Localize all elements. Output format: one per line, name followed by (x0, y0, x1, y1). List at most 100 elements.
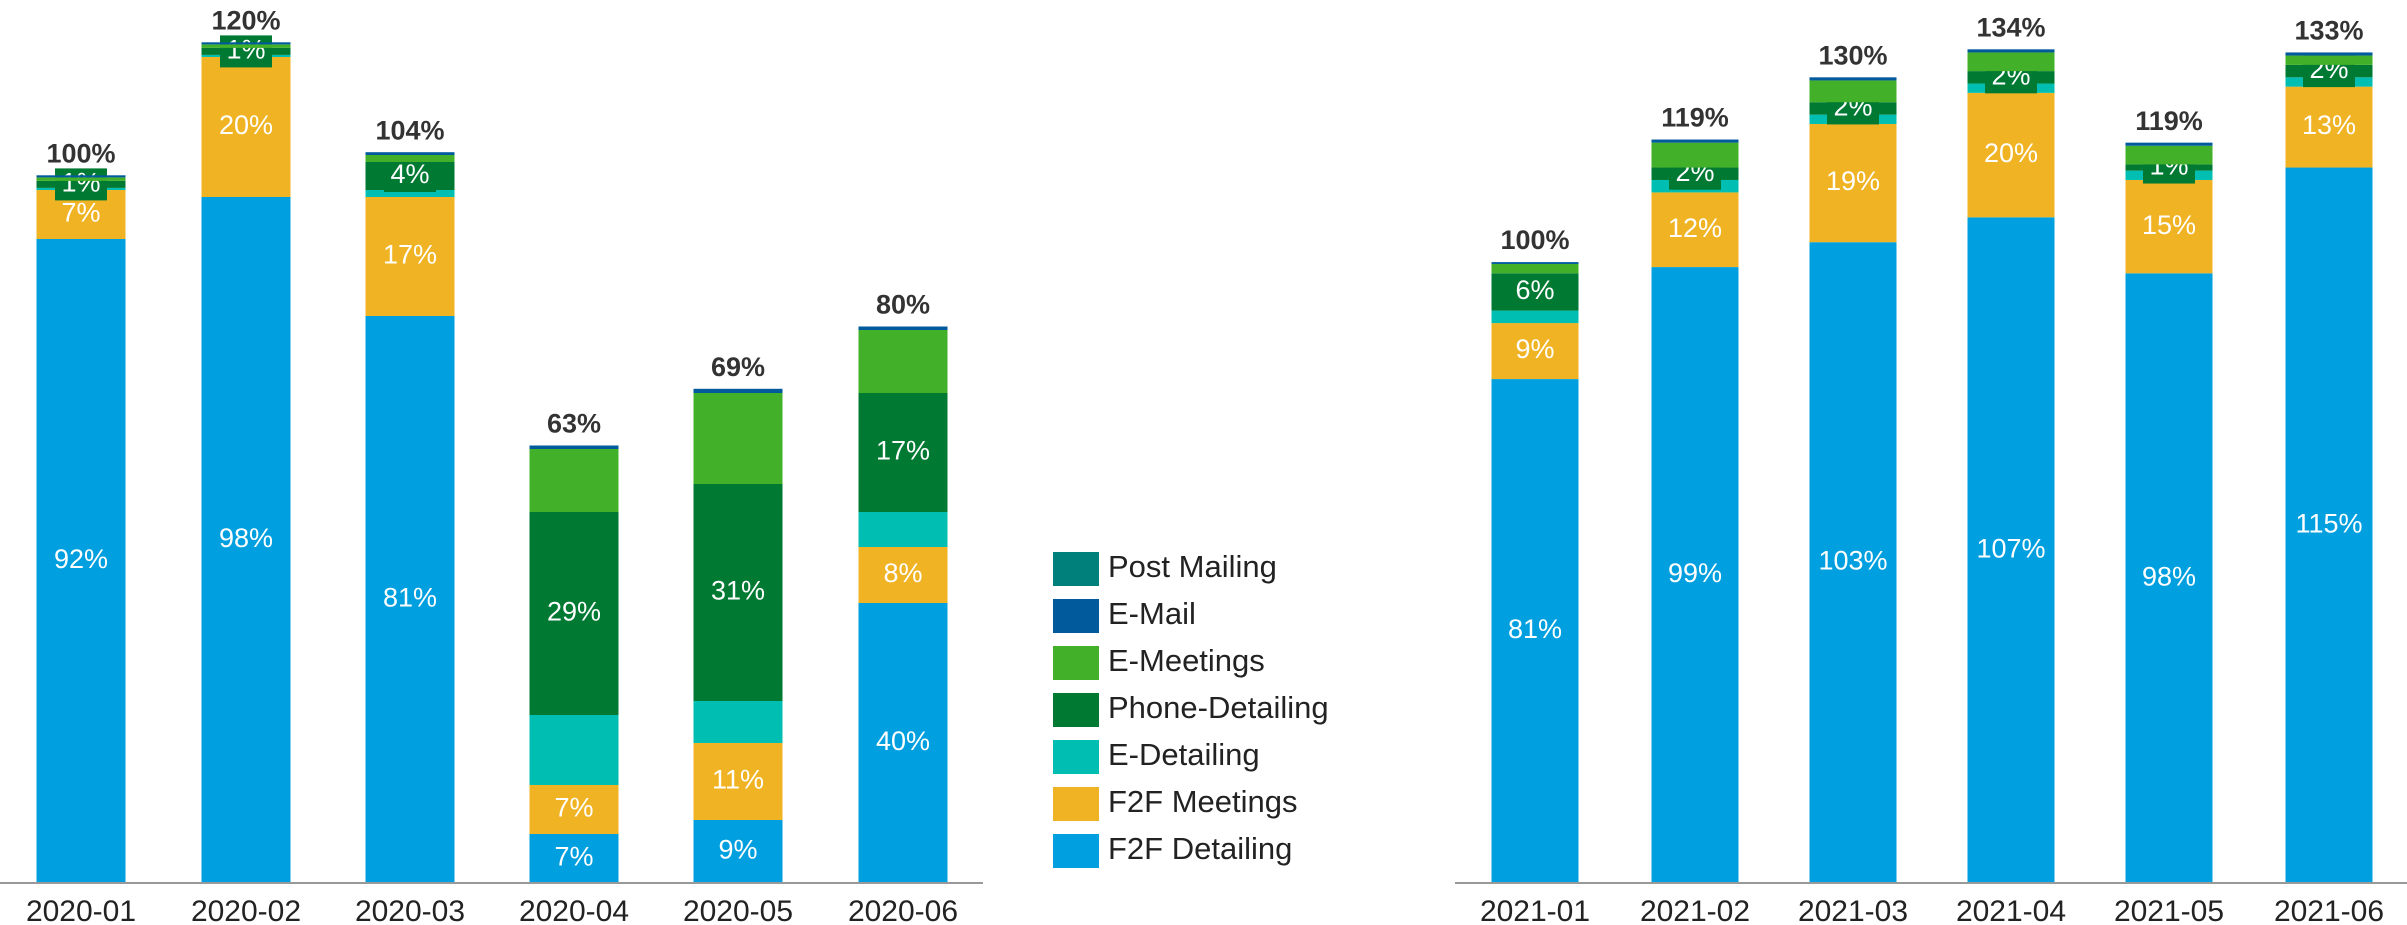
bar-segment (1491, 262, 1579, 264)
bar-segment (2285, 55, 2373, 65)
legend-label: F2F Meetings (1108, 784, 1298, 819)
value-label: 19% (1826, 166, 1880, 196)
x-tick-label: 2021-02 (1640, 895, 1750, 925)
x-tick-label: 2020-06 (848, 895, 958, 925)
legend-swatch (1053, 646, 1099, 680)
total-label: 100% (1500, 225, 1569, 255)
value-label: 81% (1508, 614, 1562, 644)
x-tick-label: 2021-06 (2274, 895, 2384, 925)
bar-segment (201, 44, 291, 48)
value-label: 99% (1668, 558, 1722, 588)
legend-swatch (1053, 599, 1099, 633)
bar-segment (1967, 217, 2055, 884)
bar-segment (365, 152, 455, 155)
bar-segment (1967, 49, 2055, 53)
bar-segment (1491, 273, 1579, 311)
x-tick-label: 2020-03 (355, 895, 465, 925)
total-label: 133% (2294, 16, 2363, 46)
value-label: 9% (1515, 334, 1554, 364)
bar-segment (858, 603, 948, 883)
bar-segment (693, 701, 783, 743)
bar-segment (1651, 267, 1739, 883)
x-tick-label: 2021-01 (1480, 895, 1590, 925)
bar-segment (1491, 263, 1579, 274)
bar-segment (1809, 77, 1897, 81)
bar-segment (1809, 242, 1897, 883)
bar-segment (1967, 52, 2055, 72)
legend-swatch (1053, 693, 1099, 727)
value-label: 81% (383, 583, 437, 613)
value-label: 17% (876, 436, 930, 466)
total-label: 63% (547, 409, 601, 439)
bar-segment (1651, 139, 1739, 143)
total-label: 119% (1661, 103, 1729, 133)
total-label: 134% (1976, 12, 2045, 42)
legend-swatch (1053, 552, 1099, 586)
x-tick-label: 2020-01 (26, 895, 136, 925)
total-label: 104% (375, 115, 444, 145)
bar-segment (2125, 145, 2213, 165)
bar-segment (36, 175, 126, 178)
bar-segment (365, 190, 455, 197)
value-label: 12% (1668, 213, 1722, 243)
bar-segment (2125, 179, 2213, 274)
value-label: 98% (2142, 561, 2196, 591)
bar-segment (365, 197, 455, 316)
legend-swatch (1053, 834, 1099, 868)
bar-segment (693, 388, 783, 393)
bar-segment (858, 330, 948, 393)
x-tick-label: 2020-04 (519, 895, 629, 925)
total-label: 80% (876, 290, 930, 320)
legend-label: E-Mail (1108, 596, 1196, 631)
bar-segment (365, 155, 455, 162)
bar-segment (2125, 273, 2213, 883)
label-box (55, 168, 107, 201)
bar-segment (2125, 142, 2213, 146)
legend-swatch (1053, 787, 1099, 821)
bar-segment (529, 449, 619, 512)
legend-label: Post Mailing (1108, 549, 1277, 584)
bar-segment (529, 445, 619, 449)
bar-segment (529, 715, 619, 785)
value-label: 1% (61, 168, 100, 198)
bar-segment (201, 197, 291, 883)
bar-segment (1651, 192, 1739, 268)
x-tick-label: 2020-02 (191, 895, 301, 925)
value-label: 13% (2302, 110, 2356, 140)
bar-segment (529, 834, 619, 883)
bar-segment (36, 239, 126, 883)
legend-label: F2F Detailing (1108, 831, 1292, 866)
value-label: 107% (1976, 533, 2045, 563)
value-label: 20% (1984, 138, 2038, 168)
bar-segment (858, 547, 948, 603)
bar-segment (2285, 167, 2373, 884)
bar-segment (36, 177, 126, 181)
bar-segment (2285, 52, 2373, 56)
legend-label: Phone-Detailing (1108, 690, 1329, 725)
bar-segment (201, 57, 291, 197)
value-label: 7% (554, 842, 593, 872)
x-tick-label: 2021-05 (2114, 895, 2224, 925)
value-label: 17% (383, 240, 437, 270)
value-label: 15% (2142, 210, 2196, 240)
value-label: 98% (219, 523, 273, 553)
bar-segment (693, 393, 783, 484)
total-label: 100% (46, 138, 115, 168)
value-label: 4% (390, 159, 429, 189)
value-label: 7% (554, 793, 593, 823)
bar-segment (2285, 86, 2373, 168)
value-label: 11% (712, 765, 764, 795)
bar-segment (858, 393, 948, 512)
value-label: 40% (876, 726, 930, 756)
value-label: 115% (2295, 508, 2362, 538)
value-label: 92% (54, 544, 108, 574)
bar-segment (858, 512, 948, 547)
value-label: 7% (61, 198, 100, 228)
value-label: 29% (547, 597, 601, 627)
label-box (220, 35, 272, 68)
bar-segment (1491, 323, 1579, 380)
bar-segment (365, 316, 455, 883)
total-label: 130% (1818, 40, 1887, 70)
bar-segment (529, 785, 619, 834)
